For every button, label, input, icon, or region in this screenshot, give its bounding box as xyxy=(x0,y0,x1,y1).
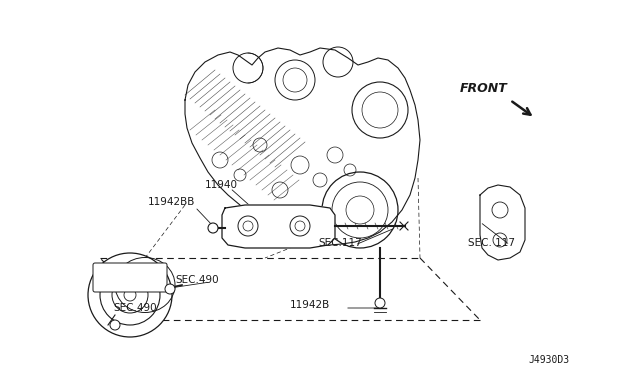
Text: 11942B: 11942B xyxy=(290,300,330,310)
Text: SEC.490: SEC.490 xyxy=(113,303,157,313)
Circle shape xyxy=(208,223,218,233)
Circle shape xyxy=(375,298,385,308)
Circle shape xyxy=(165,284,175,294)
Text: SEC.117: SEC.117 xyxy=(318,238,362,248)
FancyBboxPatch shape xyxy=(93,263,167,292)
Polygon shape xyxy=(222,205,335,248)
Circle shape xyxy=(110,320,120,330)
Circle shape xyxy=(88,253,172,337)
Text: 11940: 11940 xyxy=(205,180,238,190)
Text: FRONT: FRONT xyxy=(460,81,508,94)
Text: 11942BB: 11942BB xyxy=(148,197,195,207)
Text: SEC. 117: SEC. 117 xyxy=(468,238,515,248)
Polygon shape xyxy=(480,185,525,260)
Text: J4930D3: J4930D3 xyxy=(529,355,570,365)
Text: SEC.490: SEC.490 xyxy=(175,275,219,285)
Polygon shape xyxy=(185,48,420,245)
